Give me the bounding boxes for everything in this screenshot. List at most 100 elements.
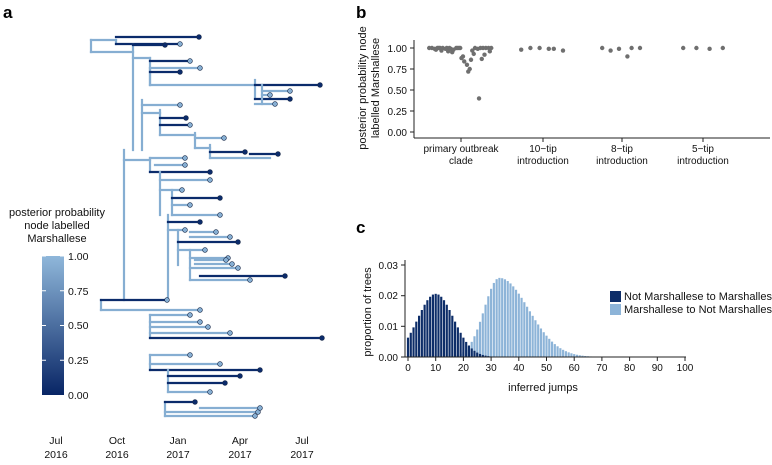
tree-tip <box>319 335 325 341</box>
legend-swatch-not-to-marshallese <box>610 291 621 302</box>
b-ytick-label: 0.00 <box>388 128 408 139</box>
c-ylabel: proportion of trees <box>362 267 374 357</box>
c-bar-marsh-to-not <box>506 281 509 357</box>
panel-b: posterior probability node labelled Mars… <box>357 26 770 167</box>
b-point <box>637 45 643 51</box>
time-tick-label: Jan <box>170 435 187 447</box>
tree-tip <box>317 82 323 88</box>
time-tick-label: Jul <box>49 435 62 447</box>
c-bar-marsh-to-not <box>487 296 490 357</box>
tree-tip <box>164 297 170 303</box>
c-bar-not-to-marsh <box>445 304 448 357</box>
panel-label-b: b <box>356 3 366 22</box>
c-bar-not-to-marsh <box>415 321 418 357</box>
c-bar-not-to-marsh <box>440 296 443 357</box>
c-bar-not-to-marsh <box>409 332 412 357</box>
c-bar-not-to-marsh <box>456 327 459 357</box>
b-point <box>466 69 471 74</box>
tree-tip <box>187 312 193 318</box>
b-ytick-label: 0.75 <box>388 65 408 76</box>
time-tick-year: 2017 <box>290 449 314 461</box>
tree-tip <box>207 177 213 183</box>
c-bar-not-to-marsh <box>454 321 457 357</box>
b-point <box>482 52 487 57</box>
legend-label: Marshallese to Not Marshallese <box>624 304 772 316</box>
c-bar-not-to-marsh <box>470 348 473 357</box>
colorbar: posterior probability node labelled Mars… <box>9 207 105 402</box>
tree-tip <box>287 88 293 94</box>
c-bar-marsh-to-not <box>581 355 584 357</box>
c-bar-marsh-to-not <box>501 278 504 357</box>
c-bar-marsh-to-not <box>514 289 518 357</box>
tree-tip <box>207 169 213 175</box>
c-bar-marsh-to-not <box>523 302 526 357</box>
b-point <box>616 46 622 52</box>
b-ytick-label: 1.00 <box>388 44 408 55</box>
b-category-label: introduction <box>517 156 569 167</box>
c-ytick-label: 0.03 <box>379 261 399 272</box>
tree-tip <box>177 41 183 47</box>
c-bar-not-to-marsh <box>462 337 465 357</box>
phylogenetic-tree <box>89 34 325 419</box>
colorbar-tick: 0.50 <box>68 320 89 332</box>
c-xtick-label: 60 <box>569 363 581 374</box>
time-tick-year: 2017 <box>228 449 252 461</box>
panel-c: proportion of trees 0.00 0.01 0.02 0.03 <box>362 260 772 394</box>
c-bar-not-to-marsh <box>406 337 410 357</box>
tree-tip <box>237 373 243 379</box>
c-xlabel: inferred jumps <box>508 382 578 394</box>
c-bar-marsh-to-not <box>550 341 554 357</box>
tree-tip <box>177 69 183 75</box>
time-tick-year: 2017 <box>166 449 190 461</box>
colorbar-tick: 0.75 <box>68 286 89 298</box>
tree-tip <box>183 115 189 121</box>
tree-tip <box>282 273 288 279</box>
b-points <box>427 45 725 101</box>
c-bar-not-to-marsh <box>429 296 432 357</box>
c-xtick-label: 20 <box>458 363 470 374</box>
c-bar-not-to-marsh <box>451 315 454 357</box>
b-point <box>560 48 566 53</box>
tree-tip <box>182 155 188 161</box>
colorbar-tick: 0.25 <box>68 355 89 367</box>
c-bar-not-to-marsh <box>478 353 482 357</box>
tree-tip <box>275 151 281 157</box>
b-point <box>459 55 464 61</box>
c-bar-not-to-marsh <box>473 350 476 357</box>
c-bar-not-to-marsh <box>437 294 440 357</box>
colorbar-title-line2: node labelled <box>24 220 89 232</box>
b-point <box>720 45 725 51</box>
c-bar-not-to-marsh <box>412 327 415 357</box>
b-point <box>629 45 634 51</box>
tree-tip <box>187 58 193 64</box>
tree-tip <box>202 247 208 253</box>
c-xtick-label: 90 <box>652 363 664 374</box>
tree-tip <box>207 389 213 395</box>
b-point <box>476 96 482 101</box>
b-category-label: 5−tip <box>692 144 714 155</box>
tree-tip <box>192 399 198 405</box>
b-yticks: 1.00 0.75 0.50 0.25 0.00 <box>388 44 414 139</box>
tree-tip <box>267 92 273 98</box>
c-bar-not-to-marsh <box>431 294 435 357</box>
tree-tip <box>235 239 241 245</box>
b-point <box>479 56 484 62</box>
b-point <box>546 46 551 52</box>
c-bar-marsh-to-not <box>520 297 523 357</box>
c-legend: Not Marshallese to Marshallese Marshalle… <box>610 291 772 316</box>
c-bar-marsh-to-not <box>473 336 476 357</box>
b-point <box>468 57 474 62</box>
tree-tip <box>272 101 278 107</box>
c-xticks: 0 10 20 30 40 50 60 70 80 90 100 <box>405 357 694 374</box>
b-point <box>528 45 533 51</box>
tree-tip <box>242 149 248 155</box>
c-bar-marsh-to-not <box>531 315 534 357</box>
b-ytick-label: 0.25 <box>388 107 408 118</box>
b-point <box>608 48 613 53</box>
tree-tip <box>205 324 211 330</box>
panel-label-c: c <box>356 218 365 237</box>
b-point <box>519 47 524 52</box>
tree-tip <box>257 405 263 411</box>
tree-tip <box>196 34 202 40</box>
